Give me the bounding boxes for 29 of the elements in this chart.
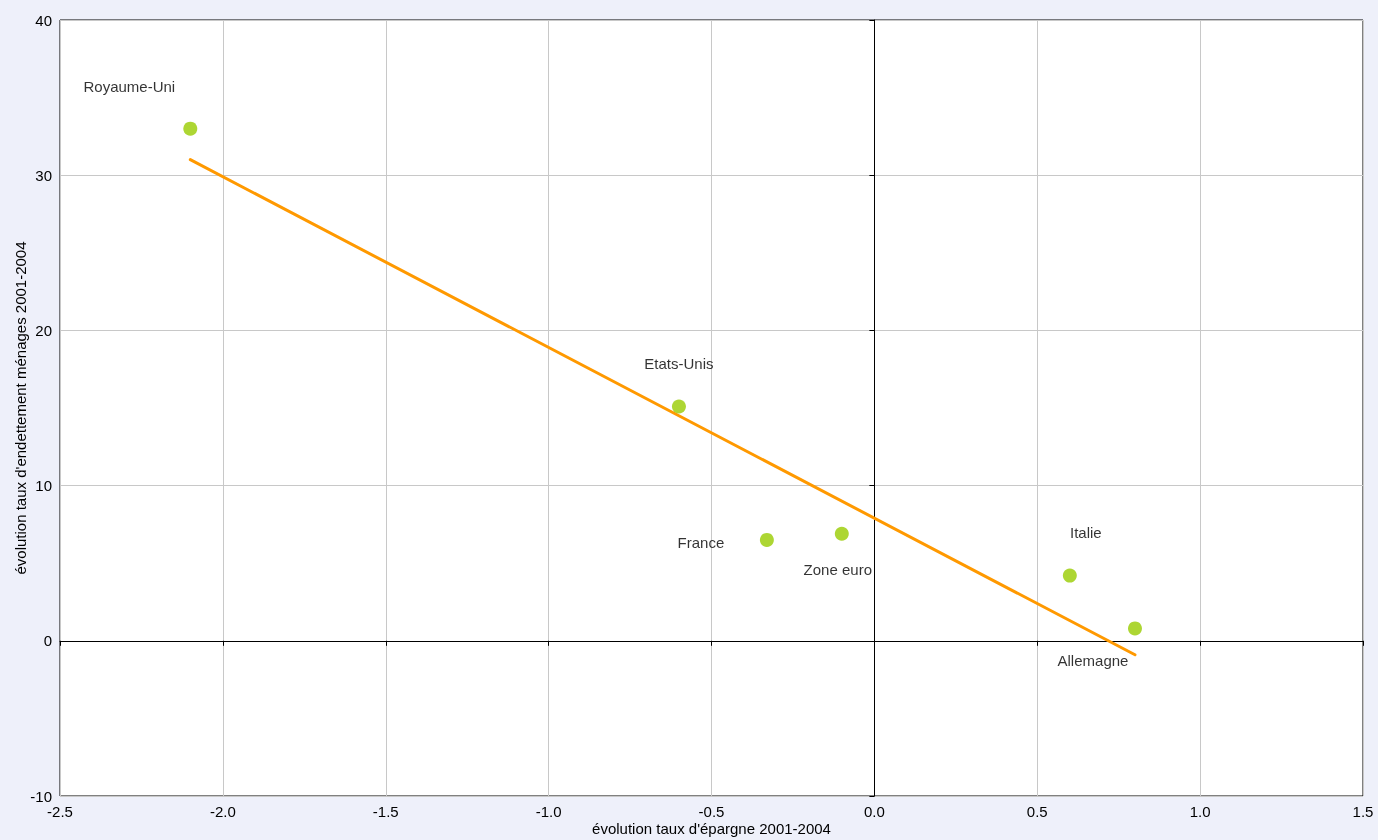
annotation: Italie: [1069, 524, 1102, 542]
x-tick-label: -0.5: [698, 803, 725, 820]
point: [1127, 621, 1142, 636]
x-tick-label: 0.0: [863, 803, 885, 820]
x-tick-label: -2.5: [47, 803, 73, 820]
point: [834, 526, 849, 541]
x-tick-label: 1.0: [1189, 803, 1211, 820]
y-tick-label: 10: [35, 477, 52, 495]
y-tick-label: 40: [35, 11, 52, 29]
annotation: Etats-Unis: [644, 354, 714, 372]
x-tick-label: -1.0: [535, 803, 562, 820]
y-tick-label: -10: [30, 787, 52, 805]
annotation: France: [677, 534, 725, 552]
x-tick-label: 1.5: [1352, 803, 1374, 820]
x-axis-title: évolution taux d'épargne 2001-2004: [592, 819, 831, 837]
x-tick-label: 0.5: [1026, 803, 1048, 820]
point: [759, 532, 774, 547]
point: [1062, 568, 1077, 583]
y-tick-label: 30: [35, 166, 52, 184]
point: [183, 121, 198, 136]
annotation: Zone euro: [803, 561, 872, 579]
x-tick-label: -2.0: [209, 803, 236, 820]
x-tick-label: -1.5: [372, 803, 399, 820]
annotation: Royaume-Uni: [83, 78, 176, 96]
y-tick-label: 0: [43, 632, 52, 650]
y-axis-title: évolution taux d'endettement ménages 2001-2004: [11, 241, 29, 575]
point: [671, 399, 686, 414]
y-tick-label: 20: [35, 321, 52, 339]
annotation: Allemagne: [1057, 651, 1129, 669]
